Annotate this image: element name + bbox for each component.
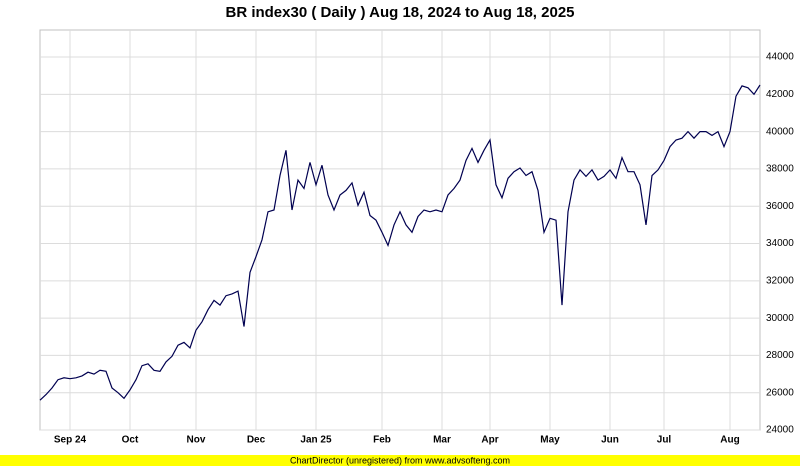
marks — [39, 84, 761, 401]
y-tick-label: 40000 — [766, 126, 794, 137]
x-tick-label: Jun — [601, 435, 619, 446]
y-tick-label: 26000 — [766, 387, 794, 398]
x-tick-label: May — [540, 435, 560, 446]
x-tick-label: Mar — [433, 435, 451, 446]
x-tick-label: Feb — [373, 435, 391, 446]
y-tick-label: 34000 — [766, 238, 794, 249]
x-tick-label: Nov — [187, 435, 206, 446]
y-tick-label: 44000 — [766, 52, 794, 63]
y-tick-label: 24000 — [766, 425, 794, 436]
chart-title: BR index30 ( Daily ) Aug 18, 2024 to Aug… — [225, 4, 574, 21]
plot-area — [39, 29, 761, 431]
x-tick-label: Jul — [657, 435, 672, 446]
x-tick-label: Jan 25 — [300, 435, 332, 446]
x-tick-label: Sep 24 — [54, 435, 87, 446]
grid — [40, 30, 760, 431]
y-tick-label: 36000 — [766, 201, 794, 212]
y-tick-label: 42000 — [766, 89, 794, 100]
y-tick-label: 38000 — [766, 164, 794, 175]
y-tick-label: 32000 — [766, 275, 794, 286]
footer: ChartDirector (unregistered) from www.ad… — [290, 455, 510, 465]
line-series — [39, 84, 761, 401]
y-tick-label: 30000 — [766, 313, 794, 324]
x-tick-label: Oct — [122, 435, 139, 446]
y-tick-label: 28000 — [766, 350, 794, 361]
x-tick-label: Aug — [720, 435, 739, 446]
x-tick-label: Dec — [247, 435, 266, 446]
footer-bar — [0, 455, 800, 466]
x-tick-label: Apr — [481, 435, 498, 446]
